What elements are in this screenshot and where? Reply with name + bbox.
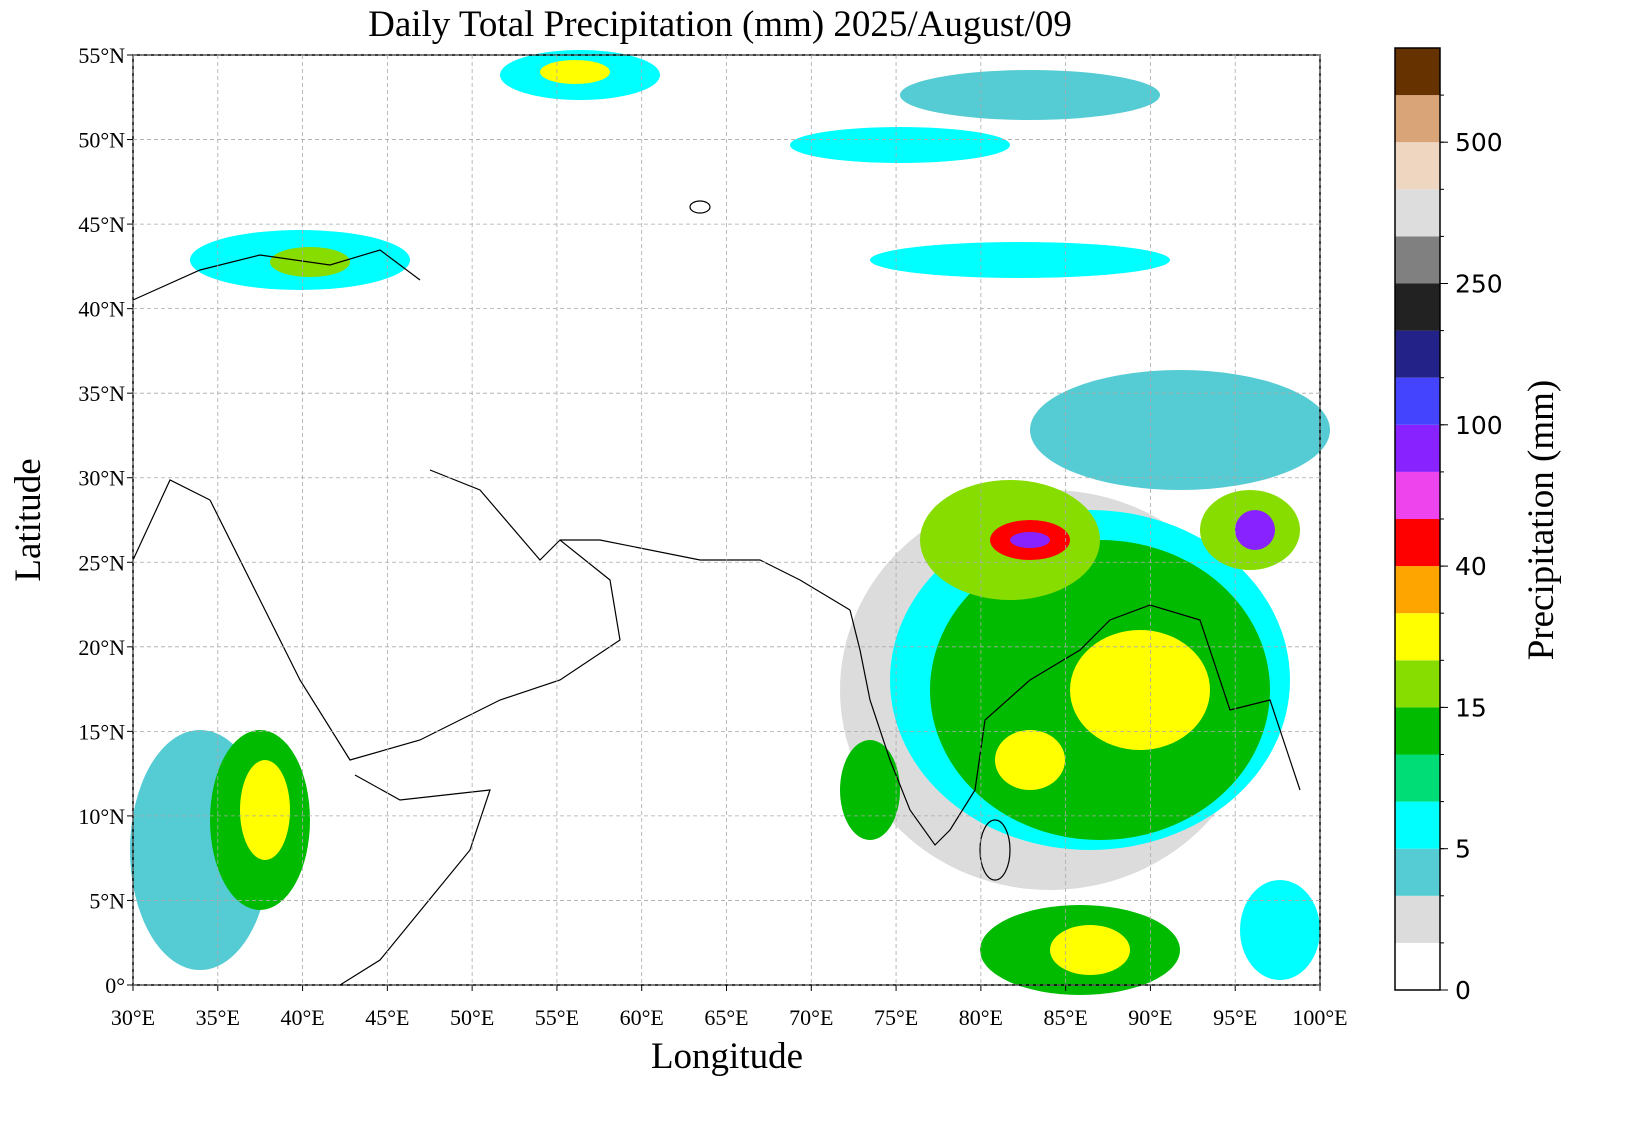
y-tick-label: 40°N bbox=[78, 297, 125, 322]
colorbar-bin bbox=[1395, 330, 1440, 378]
coastline bbox=[132, 249, 421, 301]
x-tick-label: 75°E bbox=[874, 1005, 918, 1030]
colorbar-bin bbox=[1395, 283, 1440, 331]
colorbar-bin bbox=[1395, 707, 1440, 755]
colorbar-bin bbox=[1395, 895, 1440, 943]
y-tick-label: 55°N bbox=[78, 43, 125, 68]
x-tick-label: 95°E bbox=[1213, 1005, 1257, 1030]
colorbar-bin bbox=[1395, 95, 1440, 143]
precip-area bbox=[900, 70, 1160, 120]
colorbar-bin bbox=[1395, 424, 1440, 472]
chart-title: Daily Total Precipitation (mm) 2025/Augu… bbox=[368, 4, 1072, 45]
y-tick-label: 50°N bbox=[78, 128, 125, 153]
precip-area bbox=[870, 242, 1170, 278]
precip-area bbox=[1240, 880, 1320, 980]
x-tick-label: 90°E bbox=[1128, 1005, 1172, 1030]
colorbar-label: Precipitation (mm) bbox=[1521, 380, 1562, 661]
colorbar-bin bbox=[1395, 754, 1440, 802]
x-tick-label: 70°E bbox=[789, 1005, 833, 1030]
x-tick-label: 80°E bbox=[959, 1005, 1003, 1030]
coastline bbox=[132, 479, 211, 561]
x-tick-label: 65°E bbox=[704, 1005, 748, 1030]
colorbar-bin bbox=[1395, 660, 1440, 708]
precip-area bbox=[240, 760, 290, 860]
colorbar-bin bbox=[1395, 801, 1440, 849]
colorbar-bin bbox=[1395, 48, 1440, 96]
colorbar-tick-label: 100 bbox=[1455, 411, 1503, 440]
x-axis-label: Longitude bbox=[651, 1036, 803, 1077]
precip-area bbox=[995, 730, 1065, 790]
y-tick-label: 30°N bbox=[78, 466, 125, 491]
x-tick-label: 55°E bbox=[535, 1005, 579, 1030]
colorbar-tick-label: 0 bbox=[1455, 976, 1471, 1005]
y-axis-label: Latitude bbox=[8, 458, 49, 581]
y-tick-label: 0° bbox=[105, 973, 125, 998]
y-tick-label: 15°N bbox=[78, 719, 125, 744]
colorbar-bin bbox=[1395, 942, 1440, 990]
precip-area bbox=[1235, 510, 1275, 550]
colorbar-bin bbox=[1395, 566, 1440, 614]
precip-area bbox=[1010, 532, 1050, 548]
y-tick-label: 45°N bbox=[78, 212, 125, 237]
colorbar-tick-label: 15 bbox=[1455, 693, 1487, 722]
colorbar-tick-label: 5 bbox=[1455, 835, 1471, 864]
coastline bbox=[849, 604, 1301, 846]
x-tick-label: 45°E bbox=[365, 1005, 409, 1030]
colorbar-frame bbox=[1394, 47, 1441, 991]
colorbar-tick-label: 40 bbox=[1455, 552, 1487, 581]
coastline bbox=[209, 469, 621, 761]
coastlines bbox=[132, 200, 1301, 986]
precip-area bbox=[540, 60, 610, 84]
colorbar-bin bbox=[1395, 848, 1440, 896]
precip-area bbox=[840, 740, 900, 840]
y-tick-label: 25°N bbox=[78, 550, 125, 575]
x-tick-label: 50°E bbox=[450, 1005, 494, 1030]
y-tick-label: 10°N bbox=[78, 804, 125, 829]
x-tick-label: 85°E bbox=[1044, 1005, 1088, 1030]
coastline bbox=[339, 774, 491, 986]
colorbar-bin bbox=[1395, 189, 1440, 237]
x-tick-label: 60°E bbox=[620, 1005, 664, 1030]
colorbar-bin bbox=[1395, 142, 1440, 190]
coastline bbox=[979, 819, 1011, 881]
y-tick-label: 20°N bbox=[78, 635, 125, 660]
colorbar-bin bbox=[1395, 613, 1440, 661]
y-tick-label: 35°N bbox=[78, 381, 125, 406]
colorbar-bin bbox=[1395, 236, 1440, 284]
precip-area bbox=[1070, 630, 1210, 750]
y-tick-label: 5°N bbox=[89, 888, 125, 913]
coastline bbox=[560, 539, 851, 611]
x-tick-label: 100°E bbox=[1292, 1005, 1347, 1030]
x-tick-label: 40°E bbox=[280, 1005, 324, 1030]
colorbar-tick-label: 250 bbox=[1455, 270, 1503, 299]
x-tick-label: 30°E bbox=[111, 1005, 155, 1030]
precip-area bbox=[1050, 925, 1130, 975]
precip-area bbox=[790, 127, 1010, 163]
precipitation-field bbox=[130, 50, 1330, 995]
x-tick-label: 35°E bbox=[196, 1005, 240, 1030]
colorbar-bin bbox=[1395, 377, 1440, 425]
colorbar-bin bbox=[1395, 471, 1440, 519]
lake bbox=[689, 200, 711, 214]
precip-area bbox=[1030, 370, 1330, 490]
colorbar-bin bbox=[1395, 519, 1440, 567]
colorbar-tick-label: 500 bbox=[1455, 128, 1503, 157]
